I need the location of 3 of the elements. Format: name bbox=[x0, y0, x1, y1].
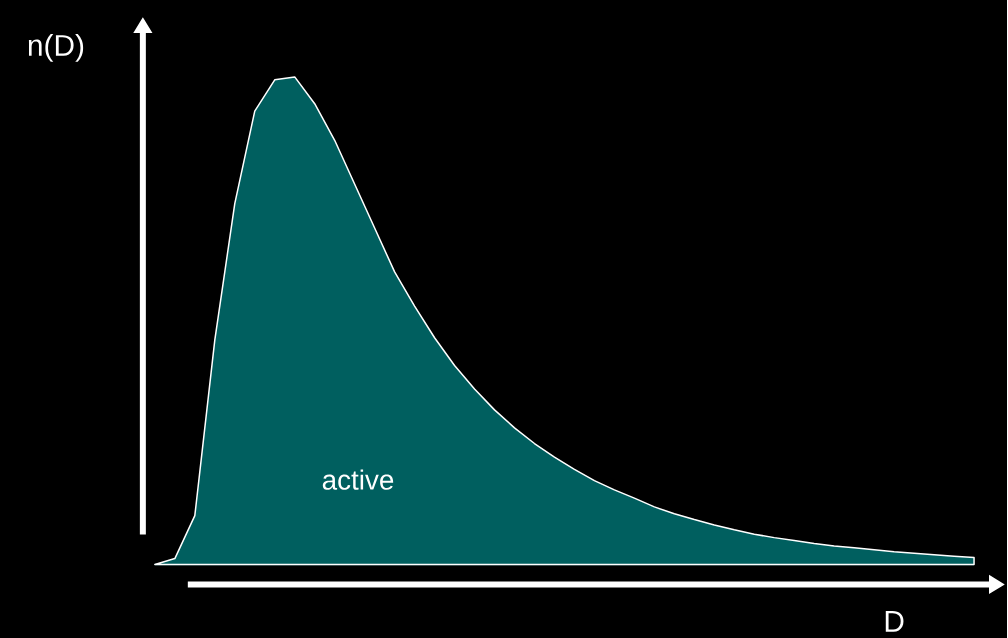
y-axis-title: n(D) bbox=[28, 33, 84, 62]
x-axis-title: D bbox=[885, 610, 904, 632]
annotation: active bbox=[322, 469, 394, 490]
